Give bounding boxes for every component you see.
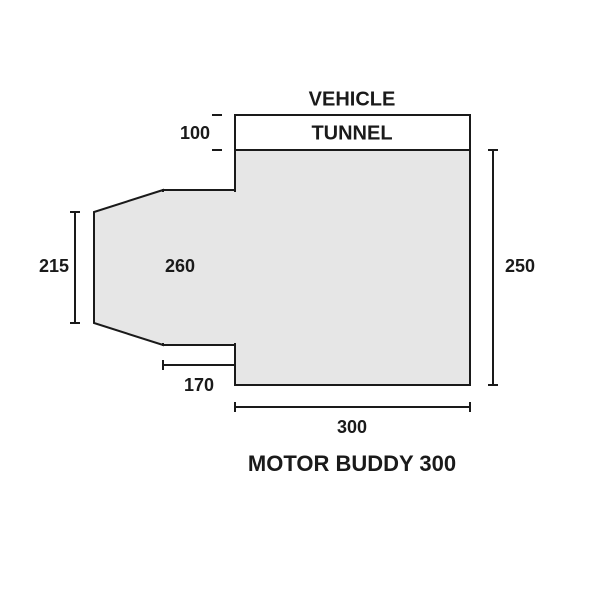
dim-ext-trap-width-value: 170 bbox=[184, 375, 214, 395]
main-room-rect bbox=[235, 150, 470, 385]
tunnel-label: TUNNEL bbox=[311, 122, 392, 144]
dim-ext-far-height-value: 215 bbox=[39, 256, 69, 276]
dim-ext-trap-width: 170 bbox=[163, 360, 235, 395]
dim-main-height-value: 250 bbox=[505, 256, 535, 276]
dim-ext-total-value: 260 bbox=[165, 256, 195, 276]
diagram-title: MOTOR BUDDY 300 bbox=[248, 451, 456, 476]
dim-main-width-value: 300 bbox=[337, 417, 367, 437]
dim-main-height: 250 bbox=[488, 150, 535, 385]
floorplan-diagram: VEHICLE TUNNEL 100 250 300 170 260 215 M… bbox=[0, 0, 600, 600]
dim-main-width: 300 bbox=[235, 402, 470, 437]
vehicle-label: VEHICLE bbox=[309, 88, 396, 110]
extension-trapezoid bbox=[94, 190, 163, 345]
dim-tunnel-depth: 100 bbox=[180, 115, 222, 150]
dim-tunnel-depth-value: 100 bbox=[180, 123, 210, 143]
dim-ext-far-height: 215 bbox=[39, 212, 80, 323]
